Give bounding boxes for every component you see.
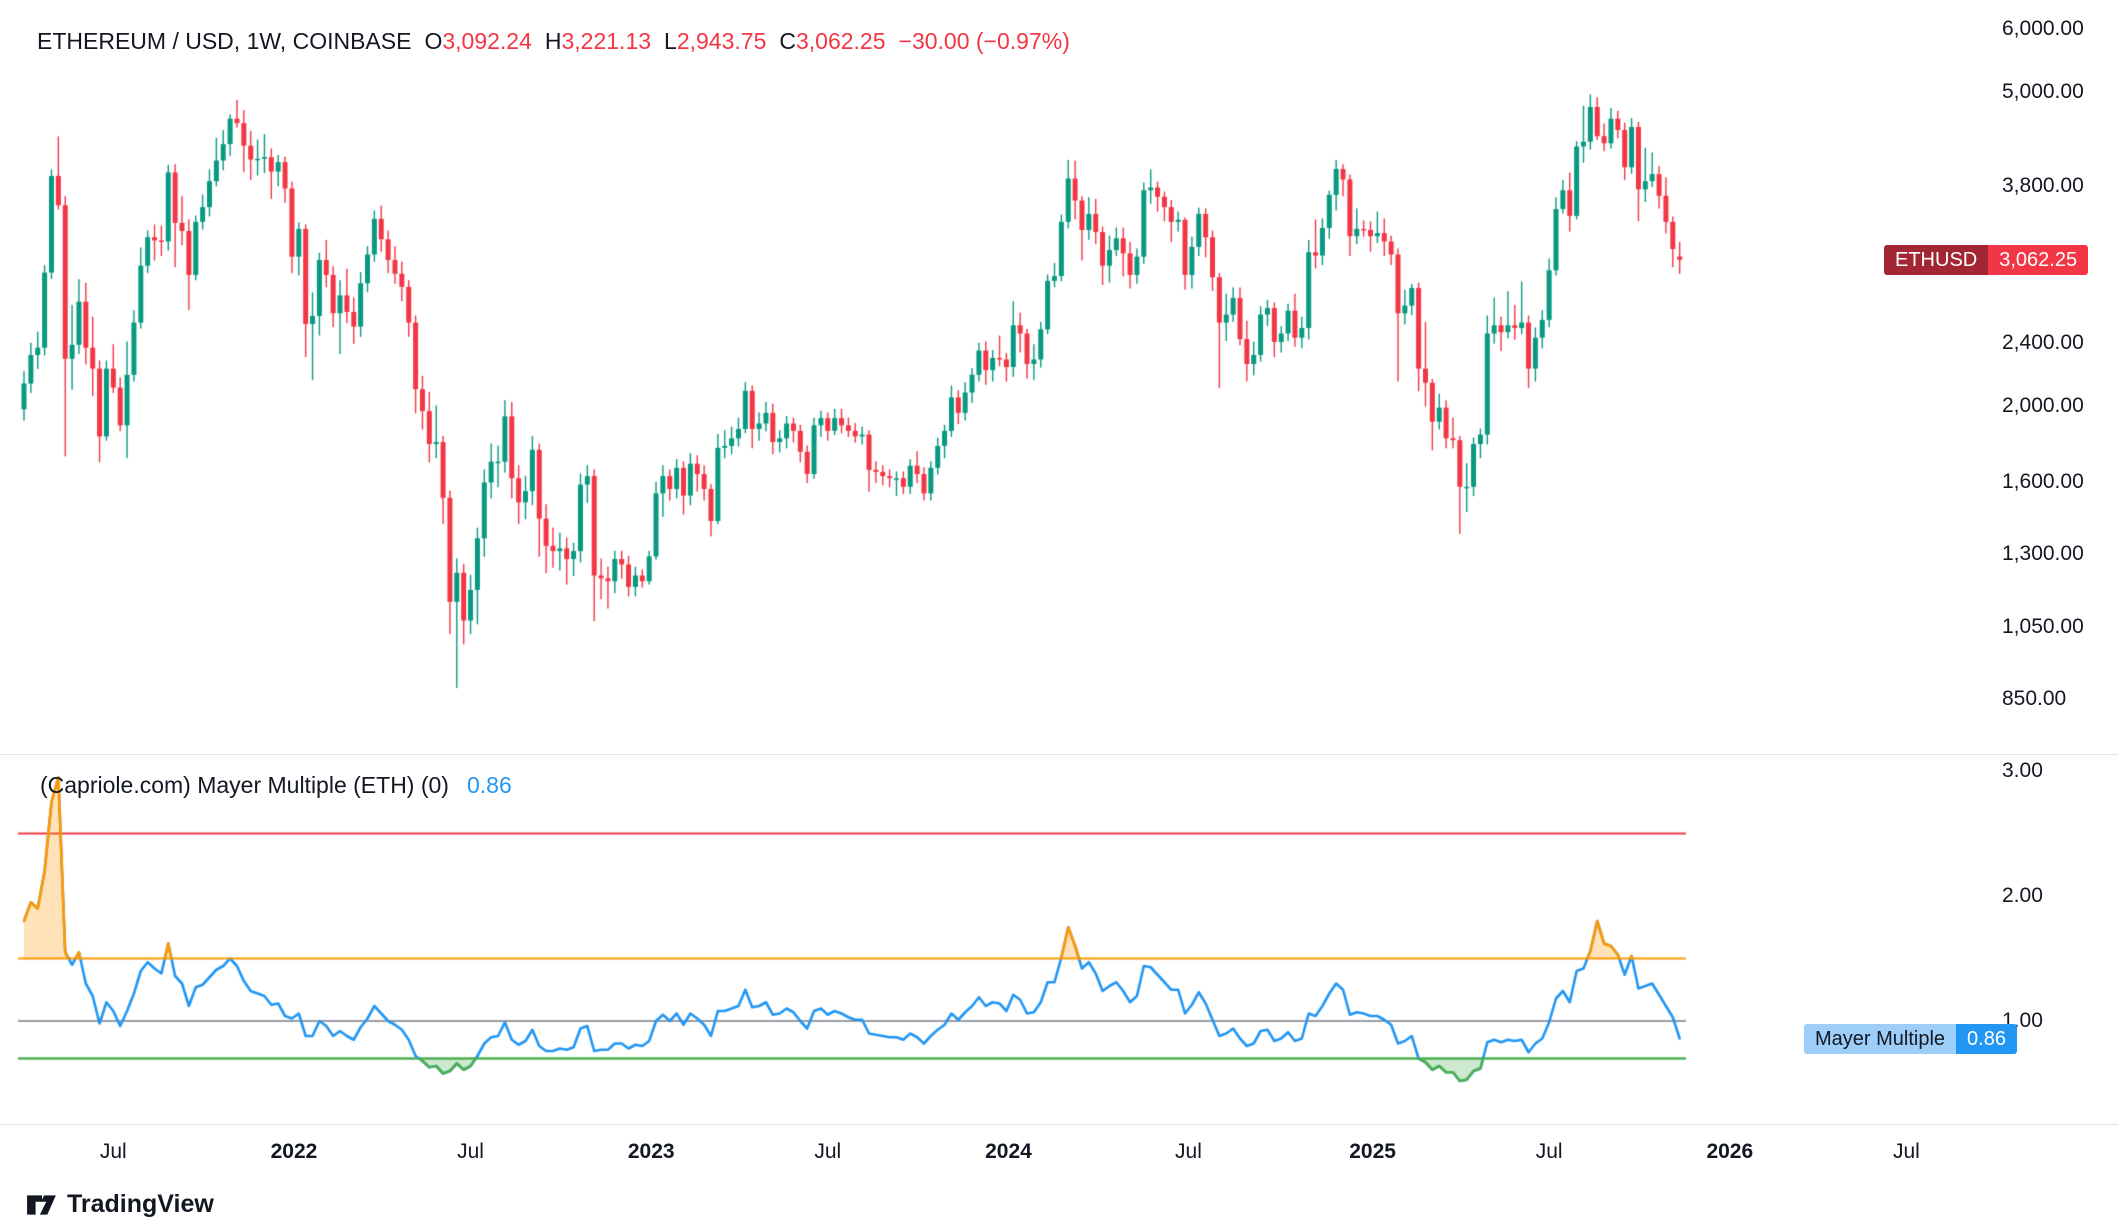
high-value: 3,221.13	[561, 28, 652, 54]
time-axis-month-label: Jul	[1175, 1140, 1202, 1163]
open-label: O	[424, 28, 443, 54]
low-label: L	[664, 28, 677, 54]
price-badge-value: 3,062.25	[1988, 244, 2089, 275]
price-axis-label: 3,800.00	[2002, 173, 2084, 197]
time-axis-year-label: 2022	[270, 1140, 318, 1163]
symbol-title[interactable]: ETHEREUM / USD, 1W, COINBASE	[37, 28, 412, 54]
time-axis-month-label: Jul	[814, 1140, 842, 1163]
close-label: C	[779, 28, 796, 54]
time-axis-month-label: Jul	[1535, 1140, 1563, 1163]
time-axis-month-label: Jul	[1892, 1140, 1920, 1163]
tradingview-attribution[interactable]: TradingView	[26, 1190, 214, 1219]
price-axis-label: 850.00	[2002, 687, 2067, 711]
time-axis-year-label: 2024	[985, 1140, 1032, 1163]
tradingview-logo-icon	[27, 1194, 56, 1215]
time-axis-year-label: 2023	[627, 1140, 675, 1163]
close-value: 3,062.25	[795, 28, 886, 54]
price-axis-label: 1,300.00	[2002, 541, 2084, 565]
price-axis-label: 2,000.00	[2002, 393, 2084, 417]
change-value: −30.00 (−0.97%)	[898, 28, 1070, 54]
chart-legend: ETHEREUM / USD, 1W, COINBASE O3,092.24 H3,…	[37, 28, 1070, 55]
low-value: 2,943.75	[676, 28, 767, 54]
price-axis-label: 6,000.00	[2002, 17, 2084, 40]
price-badge-symbol: ETHUSD	[1884, 244, 1989, 275]
price-axis-label: 5,000.00	[2002, 79, 2084, 103]
price-badge: ETHUSD 3,062.25	[1884, 244, 2089, 275]
mayer-multiple-badge: Mayer Multiple 0.86	[1804, 1023, 2017, 1054]
price-axis-label: 1,600.00	[2002, 470, 2084, 494]
high-label: H	[544, 28, 562, 54]
indicator-title[interactable]: (Capriole.com) Mayer Multiple (ETH) (0)	[40, 772, 449, 798]
time-axis-year-label: 2026	[1706, 1140, 1754, 1163]
time-axis[interactable]: Jul 2022 Jul 2023 Jul 2024 Jul 2025 Jul 2026 Jul	[0, 1140, 2118, 1170]
tradingview-brand-text: TradingView	[67, 1190, 214, 1218]
indicator-axis-label: 2.00	[2002, 884, 2043, 907]
open-value: 3,092.24	[442, 28, 532, 54]
indicator-legend: (Capriole.com) Mayer Multiple (ETH) (0) 0…	[40, 772, 512, 799]
indicator-axis-label: 3.00	[2002, 759, 2043, 782]
price-axis-label: 1,050.00	[2002, 614, 2084, 638]
time-axis-year-label: 2025	[1349, 1140, 1396, 1163]
price-axis-label: 2,400.00	[2002, 331, 2084, 355]
time-axis-month-label: Jul	[457, 1140, 484, 1163]
time-axis-month-label: Jul	[99, 1140, 127, 1163]
mayer-badge-value: 0.86	[1956, 1023, 2017, 1054]
indicator-value: 0.86	[466, 772, 512, 798]
mayer-badge-label: Mayer Multiple	[1804, 1023, 1957, 1054]
